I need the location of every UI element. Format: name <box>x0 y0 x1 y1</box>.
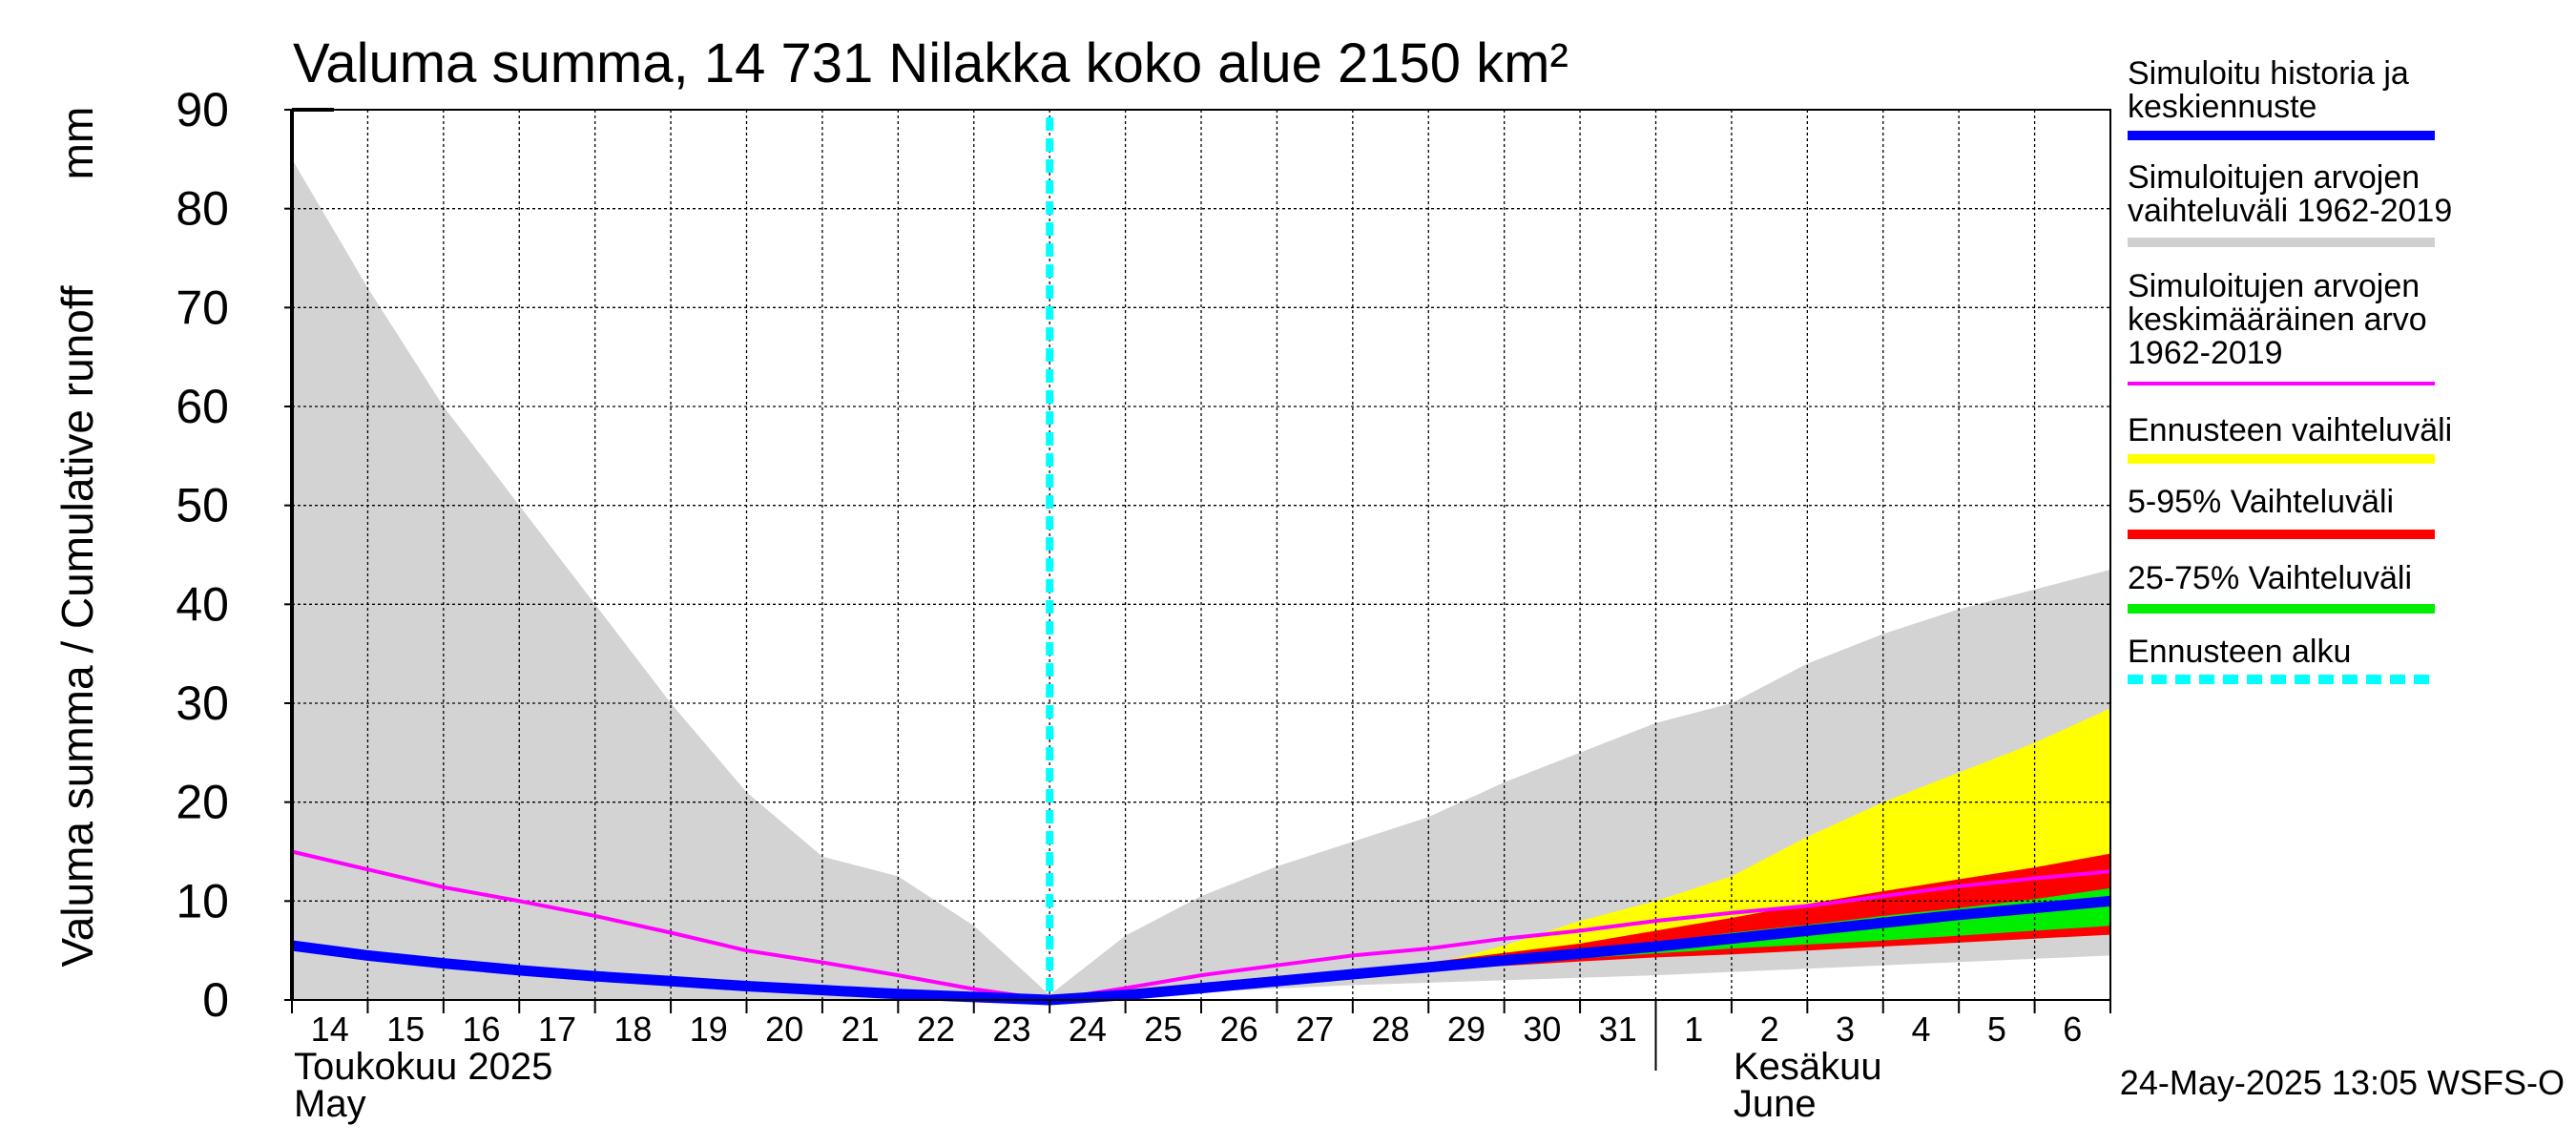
legend-label: Simuloitu historia ja <box>2128 55 2409 92</box>
month-label-english: May <box>294 1083 366 1125</box>
historical-range-band <box>292 158 2110 1001</box>
y-tick-label: 60 <box>176 380 229 433</box>
legend-item: Ennusteen alku <box>2128 634 2435 684</box>
y-tick-label: 80 <box>176 182 229 236</box>
x-tick-label: 5 <box>1987 1010 2006 1049</box>
y-axis-label: Valuma summa / Cumulative runoff <box>52 285 102 967</box>
x-tick-label: 27 <box>1296 1010 1334 1049</box>
mean-1962-2019-line <box>291 849 2111 1003</box>
legend-label: Ennusteen alku <box>2128 634 2351 670</box>
x-tick-label: 6 <box>2063 1010 2082 1049</box>
y-tick-label: 90 <box>176 83 229 136</box>
legend-label: keskimääräinen arvo <box>2128 302 2427 338</box>
x-tick-label: 19 <box>690 1010 728 1049</box>
chart-title: Valuma summa, 14 731 Nilakka koko alue 2… <box>293 32 1568 94</box>
legend-item: 25-75% Vaihteluväli <box>2128 560 2435 614</box>
y-axis-unit: mm <box>52 107 102 180</box>
median-forecast-line <box>291 895 2111 1006</box>
month-label: Toukokuu 2025 <box>294 1046 552 1088</box>
x-tick-label: 15 <box>386 1010 425 1049</box>
legend-label: Simuloitujen arvojen <box>2128 159 2420 196</box>
legend-item: Ennusteen vaihteluväli <box>2128 412 2452 464</box>
y-tick-label: 20 <box>176 776 229 829</box>
legend-label: vaihteluväli 1962-2019 <box>2128 193 2452 229</box>
y-tick-label: 10 <box>176 874 229 927</box>
x-tick-label: 28 <box>1372 1010 1410 1049</box>
legend-label: Ennusteen vaihteluväli <box>2128 412 2452 448</box>
month-label: Kesäkuu <box>1734 1046 1882 1088</box>
x-tick-label: 16 <box>463 1010 501 1049</box>
x-tick-label: 3 <box>1836 1010 1855 1049</box>
y-tick-label: 40 <box>176 577 229 631</box>
legend-label: 1962-2019 <box>2128 335 2283 371</box>
x-tick-label: 17 <box>538 1010 576 1049</box>
x-tick-label: 24 <box>1069 1010 1107 1049</box>
y-tick-label: 0 <box>202 973 229 1027</box>
legend-label: 5-95% Vaihteluväli <box>2128 484 2394 520</box>
x-tick-label: 18 <box>613 1010 652 1049</box>
x-tick-label: 30 <box>1523 1010 1561 1049</box>
y-tick-label: 50 <box>176 479 229 532</box>
x-tick-label: 14 <box>311 1010 349 1049</box>
legend-item: 5-95% Vaihteluväli <box>2128 484 2435 539</box>
plot-area <box>291 109 2111 1006</box>
y-tick-label: 30 <box>176 677 229 730</box>
x-tick-label: 4 <box>1911 1010 1930 1049</box>
x-tick-label: 26 <box>1220 1010 1258 1049</box>
x-tick-label: 21 <box>841 1010 880 1049</box>
x-tick-label: 2 <box>1760 1010 1779 1049</box>
x-tick-label: 20 <box>765 1010 803 1049</box>
x-tick-label: 25 <box>1144 1010 1182 1049</box>
legend: Simuloitu historia jakeskiennusteSimuloi… <box>2128 55 2452 684</box>
legend-label: keskiennuste <box>2128 89 2316 125</box>
legend-label: 25-75% Vaihteluväli <box>2128 560 2412 596</box>
timestamp-footer: 24-May-2025 13:05 WSFS-O <box>2120 1063 2565 1102</box>
x-tick-label: 1 <box>1684 1010 1703 1049</box>
x-tick-label: 23 <box>992 1010 1030 1049</box>
x-tick-label: 22 <box>917 1010 955 1049</box>
y-tick-label: 70 <box>176 281 229 334</box>
legend-label: Simuloitujen arvojen <box>2128 268 2420 304</box>
x-tick-label: 31 <box>1599 1010 1637 1049</box>
month-label-english: June <box>1734 1083 1817 1125</box>
x-tick-label: 29 <box>1447 1010 1485 1049</box>
